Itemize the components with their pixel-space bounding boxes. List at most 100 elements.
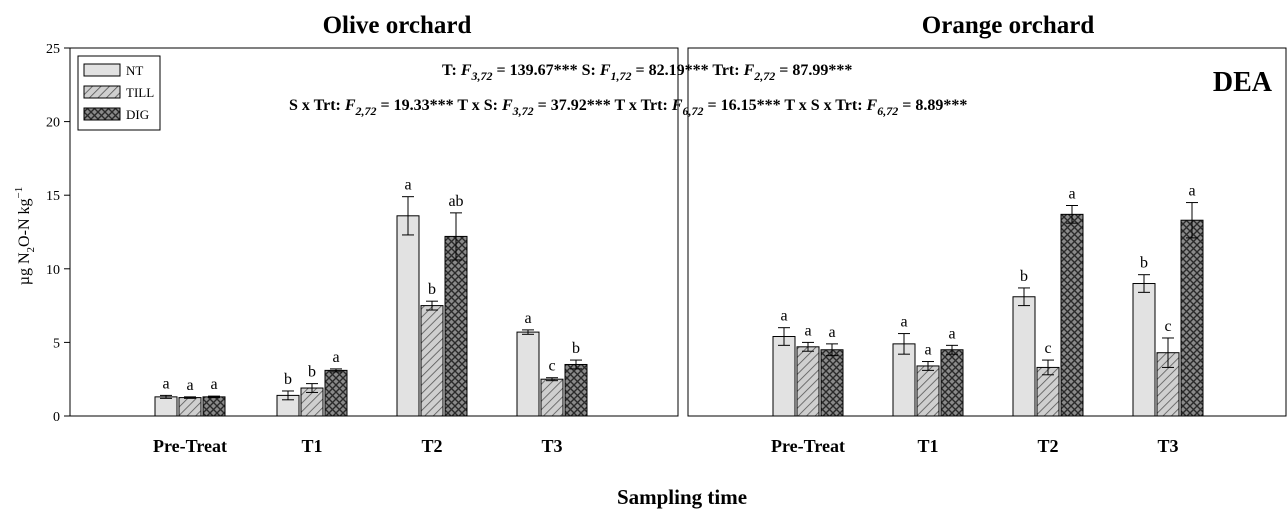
y-axis-label: µg N2O-N kg−1	[13, 187, 37, 285]
significance-letter: a	[924, 342, 931, 359]
stat-value: = 82.19***	[632, 62, 713, 79]
error-bar	[184, 396, 196, 399]
error-bar	[922, 361, 934, 371]
stat-term: S:	[582, 62, 600, 79]
category-label: T3	[541, 436, 562, 456]
stat-df: 3,72	[470, 69, 492, 83]
error-bar	[450, 212, 462, 261]
bar-till	[540, 378, 564, 417]
error-bar	[946, 344, 958, 355]
bar-nt	[1132, 283, 1156, 417]
bar-nt	[772, 336, 796, 417]
significance-letter: a	[780, 308, 787, 325]
legend-swatch-till	[83, 85, 121, 99]
y-tick-label: 10	[46, 263, 60, 278]
error-bar	[522, 329, 534, 335]
error-bar	[826, 343, 838, 357]
error-bar	[160, 394, 172, 399]
bar-dig	[1060, 213, 1084, 417]
stat-df: 2,72	[753, 69, 775, 83]
significance-letter: b	[308, 364, 316, 381]
legend-label-nt: NT	[126, 63, 143, 78]
error-bar	[1066, 205, 1078, 224]
significance-letter: b	[572, 340, 580, 357]
bar-dig	[564, 363, 588, 417]
bar-till	[796, 346, 820, 417]
y-axis-label-sup: −1	[13, 187, 25, 199]
bar-till	[178, 397, 202, 417]
stat-f: F	[599, 62, 611, 79]
bar-dig	[820, 349, 844, 417]
error-bar	[1018, 287, 1030, 307]
legend-label-till: TILL	[126, 85, 154, 100]
bar-nt	[516, 331, 540, 417]
stat-df: 1,72	[611, 69, 632, 83]
stat-value: = 37.92***	[534, 97, 615, 114]
stat-f: F	[460, 62, 472, 79]
y-axis-label-main: µg N	[16, 252, 33, 285]
error-bar	[426, 300, 438, 311]
error-bar	[1186, 202, 1198, 239]
y-tick-label: 5	[53, 336, 60, 351]
y-tick-label: 15	[46, 189, 60, 204]
category-label: T2	[1037, 436, 1058, 456]
panel-title-olive: Olive orchard	[323, 12, 472, 39]
error-bar	[1138, 274, 1150, 293]
bar-till	[916, 365, 940, 417]
stat-value: = 16.15***	[703, 97, 784, 114]
y-tick-label: 0	[53, 410, 60, 425]
stat-f: F	[501, 97, 513, 114]
stat-df: 2,72	[355, 104, 377, 118]
significance-letter: a	[524, 310, 531, 327]
y-tick-label: 25	[46, 42, 60, 57]
error-bar	[208, 395, 220, 399]
category-label: T2	[421, 436, 442, 456]
bar-till	[420, 305, 444, 417]
plot-frames	[69, 47, 1287, 417]
significance-letter: c	[548, 358, 555, 375]
y-axis-label-rest: O-N kg	[16, 199, 33, 247]
stat-value: = 87.99***	[775, 62, 852, 79]
significance-letter: a	[900, 314, 907, 331]
stat-value: = 19.33***	[377, 97, 458, 114]
stat-term: T x Trt:	[614, 97, 671, 114]
bar-nt	[892, 343, 916, 417]
bar-nt	[396, 215, 420, 417]
plot-frame-1	[69, 47, 679, 417]
category-label: T1	[917, 436, 938, 456]
significance-letter: b	[428, 281, 436, 298]
stat-value: = 8.89***	[898, 97, 967, 114]
significance-letter: a	[828, 324, 835, 341]
x-axis-categories: Pre-Treat T1 T2 T3 Pre-Treat T1 T2 T3	[153, 436, 1178, 456]
plot-frame-2	[687, 47, 1287, 417]
significance-letter: a	[210, 376, 217, 393]
significance-letter: ab	[448, 193, 463, 210]
stat-term: T x S x Trt:	[784, 97, 866, 114]
stat-f: F	[743, 62, 755, 79]
significance-letter: c	[1164, 318, 1171, 335]
y-axis-label-sub: 2	[25, 247, 37, 253]
error-bar	[282, 390, 294, 401]
stat-f: F	[671, 97, 683, 114]
error-bar	[802, 341, 814, 352]
stat-df: 3,72	[512, 104, 534, 118]
bar-dig	[1180, 219, 1204, 417]
error-bar	[778, 327, 790, 346]
significance-letter: b	[1140, 255, 1148, 272]
error-bar	[898, 333, 910, 355]
panel-title-orange: Orange orchard	[922, 12, 1095, 39]
error-bar	[546, 377, 558, 382]
significance-letter: a	[1188, 183, 1195, 200]
panel-tag-dea: DEA	[1213, 67, 1273, 98]
stat-term: S x Trt:	[289, 97, 345, 114]
significance-letter: b	[1020, 268, 1028, 285]
category-label: Pre-Treat	[153, 436, 227, 456]
stat-term: T:	[442, 62, 461, 79]
error-bar	[402, 196, 414, 236]
legend-swatch-dig	[83, 107, 121, 121]
significance-letter: a	[186, 377, 193, 394]
significance-letter: a	[162, 375, 169, 392]
stat-term: Trt:	[712, 62, 743, 79]
